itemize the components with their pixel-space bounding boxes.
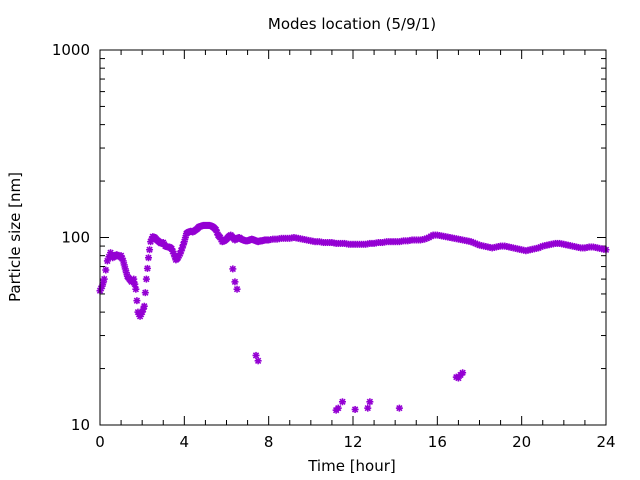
data-point-outlier — [229, 265, 237, 273]
chart-title: Modes location (5/9/1) — [268, 15, 436, 33]
data-point-outlier — [366, 398, 374, 406]
data-point — [100, 275, 108, 283]
data-point — [146, 246, 154, 254]
x-tick-label: 0 — [95, 433, 105, 451]
data-point-outlier — [334, 404, 342, 412]
x-tick-label: 4 — [180, 433, 190, 451]
data-point — [141, 289, 149, 297]
x-axis-label: Time [hour] — [307, 457, 396, 475]
points-layer — [96, 221, 610, 414]
plot-frame — [99, 49, 607, 426]
x-tick-label: 24 — [596, 433, 615, 451]
data-point — [144, 254, 152, 262]
data-point — [142, 275, 150, 283]
data-point-outlier — [351, 405, 359, 413]
x-tick-label: 20 — [512, 433, 531, 451]
data-point — [131, 280, 139, 288]
ticks-layer: 0 4 8 12 16 20 24 10 100 1000 — [52, 41, 616, 451]
y-tick-label: 1000 — [52, 41, 90, 59]
data-point-outlier — [231, 278, 239, 286]
data-point-outlier — [395, 404, 403, 412]
data-point — [140, 302, 148, 310]
x-tick-label: 8 — [264, 433, 274, 451]
data-point — [130, 275, 138, 283]
data-point — [102, 266, 110, 274]
data-point-outlier — [233, 285, 241, 293]
data-point — [133, 297, 141, 305]
x-tick-label: 12 — [343, 433, 362, 451]
y-tick-label: 100 — [61, 229, 90, 247]
data-point-outlier — [338, 398, 346, 406]
data-point-outlier — [254, 357, 262, 365]
data-point-outlier — [364, 404, 372, 412]
x-tick-label: 16 — [428, 433, 447, 451]
y-axis-label: Particle size [nm] — [6, 172, 24, 302]
data-point — [132, 285, 140, 293]
data-point — [143, 264, 151, 272]
y-tick-label: 10 — [71, 416, 90, 434]
data-point-outlier — [459, 369, 467, 377]
